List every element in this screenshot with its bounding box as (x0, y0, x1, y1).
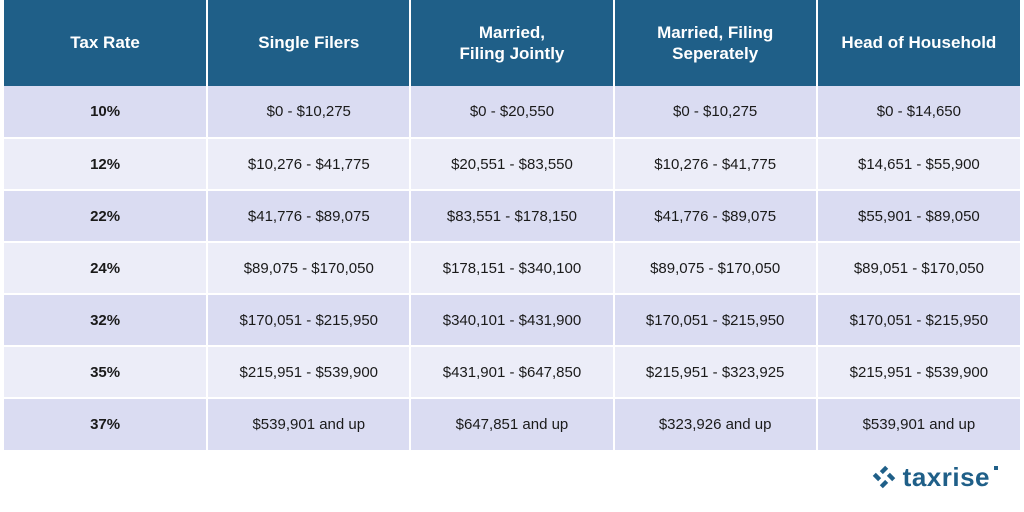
brand-name: taxrise (903, 464, 990, 490)
col-married-sep: Married, FilingSeperately (614, 0, 817, 86)
cell-tax-rate: 10% (4, 86, 207, 138)
table-body: 10%$0 - $10,275$0 - $20,550$0 - $10,275$… (4, 86, 1020, 450)
cell-tax-rate: 32% (4, 294, 207, 346)
cell-bracket: $215,951 - $323,925 (614, 346, 817, 398)
cell-bracket: $647,851 and up (410, 398, 613, 450)
table-row: 24%$89,075 - $170,050$178,151 - $340,100… (4, 242, 1020, 294)
tax-brackets-table: Tax Rate Single Filers Married,Filing Jo… (4, 0, 1020, 450)
cell-bracket: $89,075 - $170,050 (614, 242, 817, 294)
cell-bracket: $323,926 and up (614, 398, 817, 450)
cell-bracket: $41,776 - $89,075 (207, 190, 410, 242)
cell-bracket: $215,951 - $539,900 (207, 346, 410, 398)
cell-bracket: $10,276 - $41,775 (614, 138, 817, 190)
footer: taxrise (4, 450, 1020, 490)
col-single-filers: Single Filers (207, 0, 410, 86)
table-row: 22%$41,776 - $89,075$83,551 - $178,150$4… (4, 190, 1020, 242)
cell-bracket: $0 - $10,275 (207, 86, 410, 138)
cell-bracket: $0 - $14,650 (817, 86, 1020, 138)
table-row: 37%$539,901 and up$647,851 and up$323,92… (4, 398, 1020, 450)
col-married-joint: Married,Filing Jointly (410, 0, 613, 86)
cell-bracket: $10,276 - $41,775 (207, 138, 410, 190)
cell-tax-rate: 24% (4, 242, 207, 294)
brand-logo: taxrise (871, 464, 990, 490)
cell-bracket: $89,051 - $170,050 (817, 242, 1020, 294)
cell-bracket: $0 - $20,550 (410, 86, 613, 138)
cell-bracket: $539,901 and up (207, 398, 410, 450)
cell-bracket: $0 - $10,275 (614, 86, 817, 138)
cell-bracket: $41,776 - $89,075 (614, 190, 817, 242)
cell-tax-rate: 12% (4, 138, 207, 190)
cell-bracket: $14,651 - $55,900 (817, 138, 1020, 190)
table-row: 10%$0 - $10,275$0 - $20,550$0 - $10,275$… (4, 86, 1020, 138)
cell-tax-rate: 35% (4, 346, 207, 398)
cell-bracket: $178,151 - $340,100 (410, 242, 613, 294)
cell-tax-rate: 37% (4, 398, 207, 450)
cell-bracket: $170,051 - $215,950 (614, 294, 817, 346)
table-row: 12%$10,276 - $41,775$20,551 - $83,550$10… (4, 138, 1020, 190)
cell-bracket: $89,075 - $170,050 (207, 242, 410, 294)
cell-bracket: $539,901 and up (817, 398, 1020, 450)
cell-bracket: $340,101 - $431,900 (410, 294, 613, 346)
table-header-row: Tax Rate Single Filers Married,Filing Jo… (4, 0, 1020, 86)
cell-bracket: $55,901 - $89,050 (817, 190, 1020, 242)
cell-bracket: $431,901 - $647,850 (410, 346, 613, 398)
table-row: 32%$170,051 - $215,950$340,101 - $431,90… (4, 294, 1020, 346)
cell-bracket: $170,051 - $215,950 (207, 294, 410, 346)
cell-bracket: $215,951 - $539,900 (817, 346, 1020, 398)
col-tax-rate: Tax Rate (4, 0, 207, 86)
cell-tax-rate: 22% (4, 190, 207, 242)
table-row: 35%$215,951 - $539,900$431,901 - $647,85… (4, 346, 1020, 398)
col-head-household: Head of Household (817, 0, 1020, 86)
cell-bracket: $20,551 - $83,550 (410, 138, 613, 190)
brand-icon (871, 464, 897, 490)
cell-bracket: $83,551 - $178,150 (410, 190, 613, 242)
cell-bracket: $170,051 - $215,950 (817, 294, 1020, 346)
